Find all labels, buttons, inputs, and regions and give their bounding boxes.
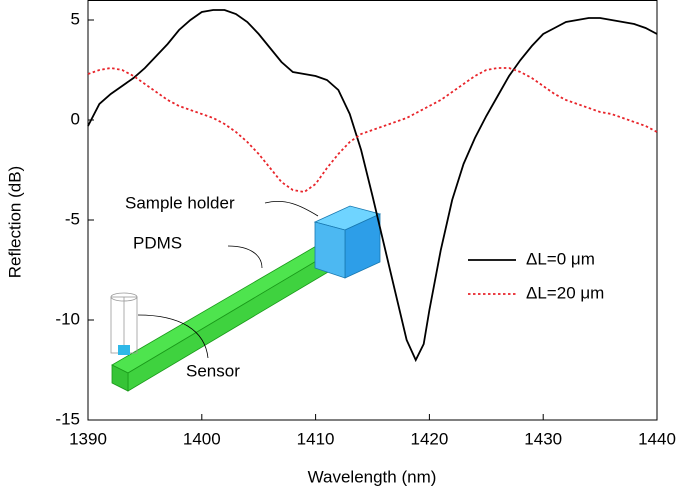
x-tick-label: 1420 [410,429,448,448]
plot-frame [87,0,658,421]
x-tick-label: 1400 [183,429,221,448]
annotation: Sensor [186,361,240,380]
x-tick-label: 1390 [69,429,107,448]
y-tick-label: -15 [55,409,80,428]
legend-label: ΔL=0 μm [526,249,595,268]
annotation: PDMS [133,233,182,252]
y-tick-label: -10 [55,309,80,328]
y-axis-label: Reflection (dB) [5,166,24,278]
y-tick-label: -5 [65,209,80,228]
legend-label: ΔL=20 μm [526,283,604,302]
inset-illustration [110,200,382,392]
x-tick-label: 1430 [524,429,562,448]
data-line [87,9,658,363]
x-axis-label: Wavelength (nm) [308,467,437,486]
x-tick-label: 1440 [638,429,676,448]
data-line [87,67,658,193]
y-tick-label: 5 [71,9,80,28]
y-tick-label: 0 [71,109,80,128]
x-tick-label: 1410 [297,429,335,448]
annotation: Sample holder [125,193,235,212]
